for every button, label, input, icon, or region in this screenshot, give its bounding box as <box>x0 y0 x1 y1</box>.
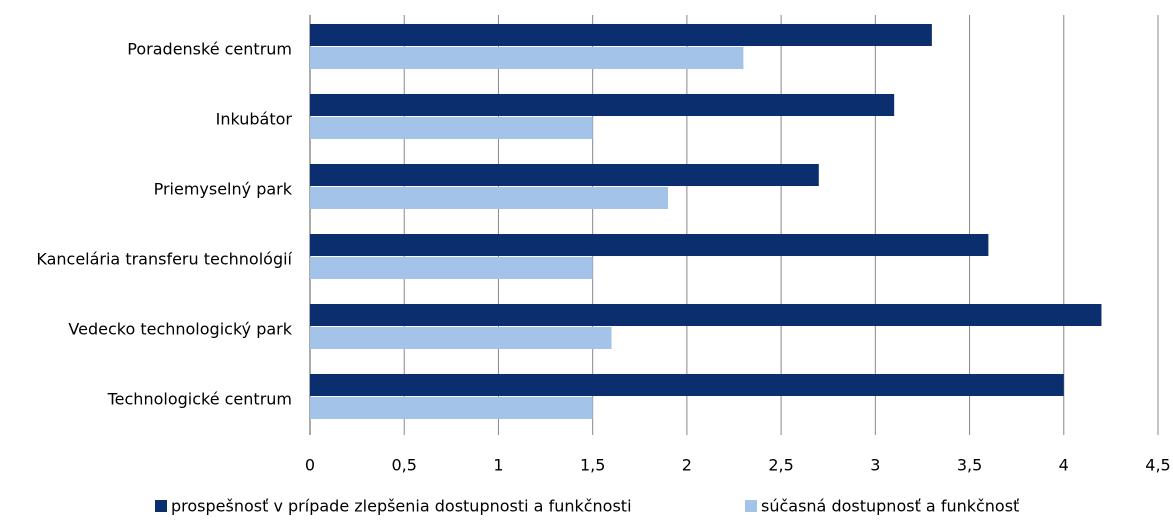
bar <box>310 257 593 279</box>
bar <box>310 327 612 349</box>
y-tick-label: Technologické centrum <box>107 390 292 409</box>
bar <box>310 24 932 46</box>
bar <box>310 117 593 139</box>
bar <box>310 234 989 256</box>
x-tick-label: 0,5 <box>391 456 416 475</box>
legend-label: prospešnosť v prípade zlepšenia dostupno… <box>171 497 632 516</box>
y-tick-label: Poradenské centrum <box>127 40 292 59</box>
x-tick-label: 0 <box>305 456 315 475</box>
x-tick-label: 1,5 <box>580 456 605 475</box>
x-tick-label: 2,5 <box>768 456 793 475</box>
x-tick-label: 3 <box>870 456 880 475</box>
bar <box>310 187 669 209</box>
y-tick-label: Kancelária transferu technológií <box>36 250 292 269</box>
x-tick-label: 3,5 <box>957 456 982 475</box>
bar <box>310 304 1102 326</box>
bar <box>310 94 895 116</box>
bar <box>310 47 744 69</box>
bar <box>310 397 593 419</box>
x-tick-label: 1 <box>493 456 503 475</box>
y-tick-label: Priemyselný park <box>154 180 293 199</box>
x-tick-label: 4 <box>1059 456 1069 475</box>
y-tick-label: Inkubátor <box>216 110 293 129</box>
x-tick-label: 4,5 <box>1145 456 1170 475</box>
bar <box>310 164 819 186</box>
x-tick-label: 2 <box>682 456 692 475</box>
y-tick-label: Vedecko technologický park <box>68 320 292 339</box>
legend-swatch <box>745 500 757 512</box>
bar <box>310 374 1064 396</box>
legend-swatch <box>155 500 167 512</box>
legend-label: súčasná dostupnosť a funkčnosť <box>761 497 1019 516</box>
